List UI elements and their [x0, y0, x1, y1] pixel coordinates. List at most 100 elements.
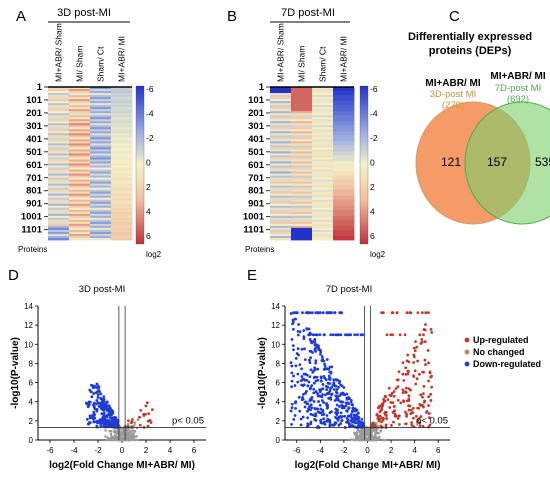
point-down-regulated — [340, 384, 344, 388]
point-unchanged — [135, 434, 138, 438]
point-up-regulated — [392, 404, 396, 408]
point-down-regulated — [305, 378, 309, 382]
heatmap-cell — [270, 221, 292, 225]
heatmap-cell — [111, 207, 133, 211]
point-unchanged — [368, 432, 371, 435]
heatmap-cell — [333, 187, 355, 191]
point-down-regulated — [344, 404, 348, 408]
heatmap-cell — [312, 103, 334, 106]
point-unchanged — [128, 429, 132, 433]
point-unchanged — [377, 437, 381, 441]
heatmap-cell — [270, 139, 292, 142]
heatmap-cell — [291, 129, 313, 132]
heatmap-cell — [111, 159, 133, 162]
point-down-regulated — [294, 406, 297, 410]
heatmap-cell — [312, 217, 334, 221]
point-down-regulated — [106, 421, 109, 425]
point-down-regulated — [90, 383, 93, 387]
heatmap-cell — [111, 201, 133, 205]
heatmap-cell — [48, 199, 70, 203]
heatmap-cell — [48, 95, 70, 98]
point-down-regulated — [326, 417, 330, 421]
point-down-regulated — [290, 337, 294, 341]
heatmap-cell — [333, 193, 355, 197]
heatmap-cell — [48, 175, 70, 178]
point-down-regulated — [314, 412, 318, 416]
point-down-regulated — [298, 363, 302, 367]
heatmap-cell — [312, 105, 334, 108]
heatmap-cell — [69, 153, 91, 156]
legend-label: Up-regulated — [473, 335, 529, 345]
point-down-regulated — [102, 424, 106, 428]
heatmap-cell — [270, 169, 292, 172]
heatmap-cell — [111, 221, 133, 225]
heatmap-cell — [48, 171, 70, 174]
heatmap-cell — [270, 235, 292, 239]
point-down-regulated — [355, 413, 358, 417]
heatmap-cell — [69, 197, 91, 201]
heatmap-cell — [48, 149, 70, 152]
heatmap-cell — [312, 153, 334, 156]
point-down-regulated — [301, 392, 305, 396]
point-down-regulated — [308, 375, 312, 379]
y-tick-label: 12 — [24, 321, 33, 330]
x-axis-label: log2(Fold Change MI+ABR/ MI) — [49, 460, 195, 471]
point-up-regulated — [144, 404, 148, 408]
heatmap-cell — [333, 109, 355, 112]
point-down-regulated — [329, 370, 333, 374]
heatmap-cell — [291, 131, 313, 134]
heatmap-cell — [111, 113, 133, 116]
heatmap-cell — [270, 117, 292, 120]
point-down-regulated — [300, 375, 304, 378]
heatmap-cell — [291, 147, 313, 150]
heatmap-cell — [69, 147, 91, 150]
heatmap-cell — [48, 159, 70, 162]
heatmap-cell — [333, 183, 355, 187]
heatmap-cell — [270, 95, 292, 98]
heatmap-cell — [333, 99, 355, 102]
heatmap-cell — [90, 115, 112, 118]
colorbar-tick-label: -6 — [370, 84, 378, 94]
point-up-regulated — [378, 414, 382, 418]
point-down-regulated — [89, 390, 93, 394]
point-unchanged — [374, 437, 378, 440]
heatmap-cell — [111, 95, 133, 98]
point-up-regulated — [418, 421, 422, 425]
point-up-regulated — [422, 384, 426, 388]
heatmap-cell — [111, 167, 133, 170]
heatmap-cell — [111, 125, 133, 128]
heatmap-cell — [111, 189, 133, 193]
volcano-d-title: 3D post-MI — [79, 284, 125, 295]
heatmap-cell — [333, 93, 355, 96]
heatmap-a-row-label: 701 — [26, 173, 43, 184]
heatmap-cell — [48, 191, 70, 195]
heatmap-cell — [333, 201, 355, 205]
point-down-regulated — [319, 352, 322, 356]
heatmap-cell — [312, 155, 334, 158]
point-up-regulated — [424, 323, 427, 327]
colorbar-a-ticks: -6 -4 -2 0 2 4 6 — [146, 84, 154, 241]
point-up-regulated — [402, 379, 406, 382]
heatmap-cell — [291, 151, 313, 154]
heatmap-cell — [291, 227, 313, 231]
point-down-regulated — [292, 327, 295, 331]
point-up-regulated — [380, 408, 383, 412]
heatmap-cell — [48, 203, 70, 207]
heatmap-cell — [69, 195, 91, 199]
heatmap-cell — [312, 99, 334, 102]
point-down-regulated — [313, 418, 317, 421]
heatmap-cell — [111, 195, 133, 199]
legend-label: No changed — [473, 347, 525, 357]
heatmap-cell — [48, 167, 70, 170]
heatmap-cell — [48, 217, 70, 221]
point-up-regulated — [427, 416, 431, 419]
point-up-regulated — [126, 419, 130, 423]
point-up-regulated — [407, 408, 411, 412]
heatmap-cell — [90, 147, 112, 150]
heatmap-cell — [270, 157, 292, 160]
point-down-regulated — [322, 374, 326, 378]
heatmap-cell — [270, 141, 292, 144]
point-down-regulated — [115, 423, 119, 426]
heatmap-cell — [291, 153, 313, 156]
heatmap-cell — [90, 103, 112, 106]
